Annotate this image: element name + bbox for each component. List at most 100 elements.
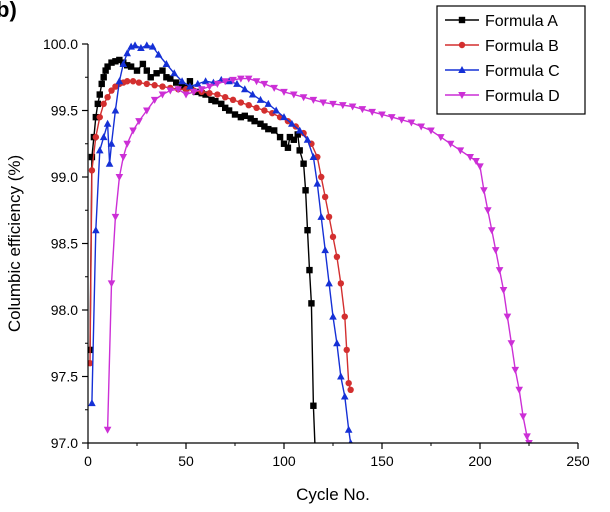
data-point xyxy=(174,86,182,94)
data-point xyxy=(178,77,186,85)
data-point xyxy=(321,246,329,254)
data-point xyxy=(135,118,143,126)
data-point xyxy=(151,82,158,89)
x-tick-label: 200 xyxy=(468,453,492,469)
y-tick-label: 98.5 xyxy=(51,236,78,252)
data-point xyxy=(206,90,213,97)
data-point xyxy=(302,187,309,194)
data-point xyxy=(95,146,104,154)
data-point xyxy=(358,106,367,114)
data-point xyxy=(150,96,159,104)
data-point xyxy=(319,99,327,107)
data-point xyxy=(173,79,180,86)
data-point xyxy=(290,136,297,143)
data-point xyxy=(111,106,120,114)
data-point xyxy=(329,312,337,320)
data-point xyxy=(251,117,258,125)
series-formula-c xyxy=(88,41,353,443)
data-point xyxy=(446,140,455,148)
data-point xyxy=(201,77,210,85)
data-point xyxy=(190,88,198,96)
data-point xyxy=(296,147,303,154)
data-point xyxy=(225,107,233,114)
data-point xyxy=(127,63,135,70)
data-point xyxy=(248,90,257,98)
data-point xyxy=(119,154,128,162)
axes: 0 50 100 150 200 250 97.0 97.5 98.0 98.5 99.0 99.5 1… xyxy=(43,36,590,469)
legend-marker xyxy=(458,16,466,24)
data-point xyxy=(456,147,465,155)
data-point xyxy=(103,426,112,434)
data-point xyxy=(260,80,269,88)
data-point xyxy=(166,87,175,95)
data-point xyxy=(347,386,354,393)
data-point xyxy=(129,78,137,85)
legend-marker xyxy=(458,41,466,49)
data-point xyxy=(139,60,147,68)
data-point xyxy=(222,94,229,101)
data-point xyxy=(147,74,154,81)
data-point xyxy=(214,91,221,98)
data-point xyxy=(143,41,151,49)
legend-item: Formula D xyxy=(445,88,560,105)
series-formula-a xyxy=(88,56,317,443)
data-point xyxy=(472,158,480,166)
data-point xyxy=(108,87,115,94)
data-point xyxy=(348,103,357,111)
data-point xyxy=(96,91,103,98)
data-point xyxy=(344,425,353,433)
data-point xyxy=(92,133,100,141)
data-point xyxy=(340,392,349,400)
data-point xyxy=(218,100,225,108)
data-point xyxy=(229,96,237,104)
data-point xyxy=(329,233,337,241)
data-point xyxy=(99,133,108,141)
x-tick-label: 100 xyxy=(272,453,296,469)
data-point xyxy=(182,91,190,99)
data-point xyxy=(112,58,119,65)
y-axis-title: Columbic efficiency (%) xyxy=(5,155,24,332)
data-point xyxy=(96,113,103,121)
data-point xyxy=(186,78,194,85)
data-point xyxy=(237,75,245,83)
data-point xyxy=(300,160,307,167)
data-point xyxy=(525,440,533,443)
data-point xyxy=(515,386,523,394)
data-point xyxy=(294,131,301,138)
data-point xyxy=(345,379,352,387)
data-point xyxy=(103,119,112,127)
x-tick-label: 50 xyxy=(178,453,194,469)
data-point xyxy=(241,112,248,120)
data-point xyxy=(135,79,143,86)
x-axis-title: Cycle No. xyxy=(296,485,370,504)
data-point xyxy=(304,227,311,234)
legend-label: Formula B xyxy=(485,38,559,55)
data-point xyxy=(337,280,345,287)
data-point xyxy=(487,227,496,235)
data-point xyxy=(519,413,527,421)
data-point xyxy=(329,100,337,108)
data-point xyxy=(143,67,150,74)
data-point xyxy=(284,144,292,151)
data-point xyxy=(159,67,166,74)
data-point xyxy=(286,133,294,141)
data-point xyxy=(167,75,174,82)
data-point xyxy=(129,127,137,135)
data-point xyxy=(102,67,109,74)
data-point xyxy=(104,63,111,70)
data-point xyxy=(333,339,341,347)
data-point xyxy=(499,287,508,295)
data-point xyxy=(333,253,341,260)
data-point xyxy=(88,153,96,161)
data-point xyxy=(193,79,202,87)
data-point xyxy=(348,439,353,443)
x-tick-label: 150 xyxy=(370,453,394,469)
data-point xyxy=(523,433,531,441)
data-point xyxy=(158,91,167,99)
data-point xyxy=(290,91,298,99)
data-point xyxy=(368,108,376,116)
data-point xyxy=(280,88,288,96)
data-point xyxy=(237,99,245,106)
